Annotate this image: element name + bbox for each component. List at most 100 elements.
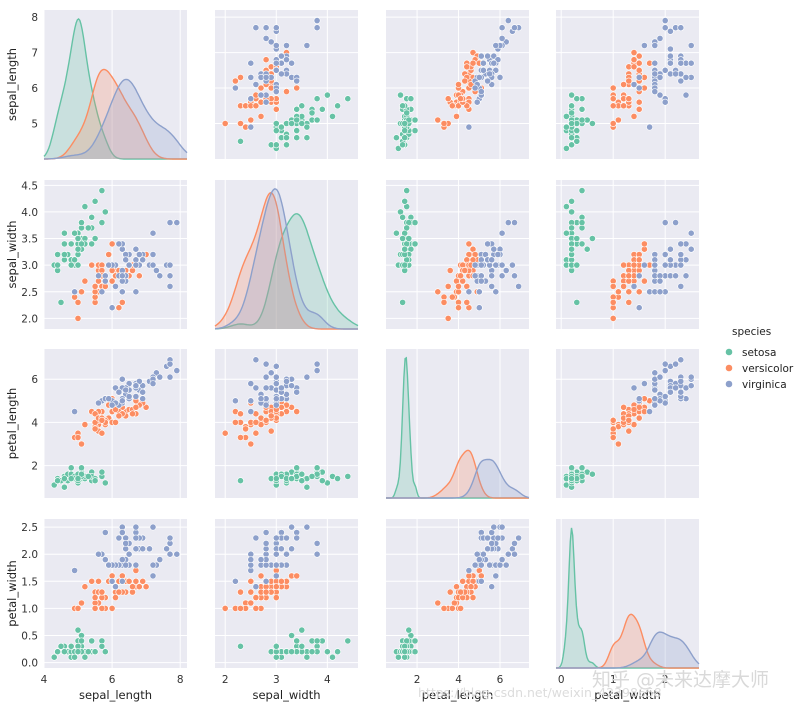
point-versicolor [132,403,140,411]
point-virginica [667,52,674,60]
point-versicolor [237,605,244,612]
kde-line-virginica [43,78,188,160]
point-setosa [54,251,61,258]
point-setosa [323,648,331,656]
point-setosa [573,127,581,135]
point-virginica [132,245,140,253]
ytick-label: 4.5 [21,180,38,192]
point-versicolor [91,282,99,290]
point-setosa [283,134,290,142]
point-versicolor [440,120,448,127]
point-virginica [262,98,270,106]
point-virginica [313,540,321,547]
point-virginica [272,373,280,381]
point-setosa [568,208,575,216]
point-virginica [682,91,690,99]
point-virginica [262,401,270,409]
point-virginica [71,408,78,415]
point-setosa [298,470,306,478]
point-virginica [122,540,130,547]
point-virginica [118,375,126,383]
point-virginica [651,42,659,49]
point-virginica [465,123,473,131]
point-versicolor [74,314,82,322]
point-versicolor [81,583,89,591]
point-setosa [293,134,301,142]
point-setosa [91,648,99,656]
point-versicolor [469,594,477,601]
point-virginica [118,529,126,536]
point-setosa [272,127,280,135]
point-virginica [156,373,164,381]
point-virginica [492,572,500,580]
point-versicolor [434,288,442,296]
point-setosa [67,464,75,472]
point-virginica [262,529,270,536]
point-virginica [132,261,140,269]
panel-petal_length-vs-petal_width [556,349,699,498]
kde-line-setosa [43,17,187,160]
ylabel-petal_width: petal_width [5,560,19,627]
point-versicolor [293,408,301,415]
xtick-label: 2 [414,674,421,686]
point-setosa [84,648,92,656]
point-virginica [101,277,109,285]
point-virginica [477,52,485,60]
point-virginica [252,356,260,364]
point-virginica [651,70,659,78]
point-virginica [498,35,506,42]
point-virginica [471,84,479,92]
point-virginica [313,24,321,32]
kde-fill-setosa [215,213,358,329]
point-setosa [272,141,280,149]
point-setosa [308,648,316,656]
point-versicolor [252,429,260,437]
pairplot-grid: 5 6 7 8 sepal_length 2.0 2.5 3.0 3.5 4.0 4.5 sepal_… [5,10,700,702]
point-setosa [318,477,326,485]
point-setosa [61,251,68,258]
point-virginica [272,534,280,542]
point-virginica [252,384,260,392]
point-versicolor [237,120,244,127]
point-setosa [568,197,575,205]
point-setosa [98,187,106,194]
point-setosa [101,648,109,656]
point-versicolor [237,434,244,441]
point-virginica [98,288,106,296]
ytick-label: 6 [31,83,38,95]
point-versicolor [132,577,140,585]
point-virginica [272,59,280,67]
point-versicolor [457,605,464,612]
point-virginica [95,272,102,280]
point-virginica [95,550,102,558]
point-versicolor [630,261,638,269]
point-virginica [504,219,512,226]
point-virginica [247,59,255,67]
point-setosa [318,105,326,113]
point-setosa [401,120,409,127]
point-setosa [573,137,581,145]
point-setosa [568,224,575,232]
point-virginica [479,66,487,74]
kde-fill-setosa [44,18,187,160]
point-versicolor [609,282,617,290]
point-virginica [498,229,506,237]
point-virginica [661,251,669,258]
point-setosa [313,464,321,472]
point-versicolor [609,84,617,92]
point-virginica [465,567,473,574]
point-versicolor [635,105,643,113]
point-setosa [78,637,85,645]
point-setosa [237,137,244,145]
point-setosa [313,637,321,645]
point-versicolor [262,56,270,64]
point-virginica [313,550,321,558]
point-versicolor [461,77,469,85]
xtick-label: 4 [455,674,462,686]
point-virginica [122,561,130,569]
panel-petal_length-vs-sepal_length [43,349,187,498]
ytick-label: 3.5 [21,234,38,246]
point-virginica [132,534,140,542]
point-versicolor [625,77,633,85]
point-setosa [323,91,331,99]
